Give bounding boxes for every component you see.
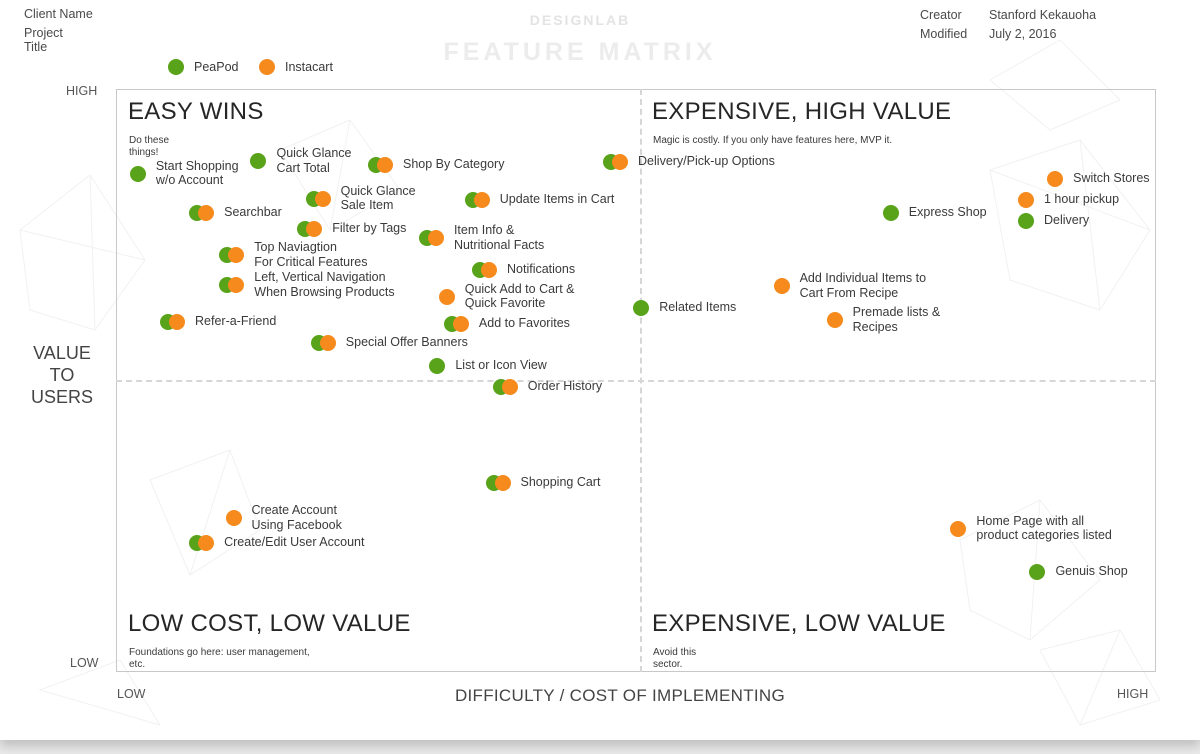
quadrant-expensive-low-value-title: EXPENSIVE, LOW VALUE bbox=[652, 610, 946, 637]
feature-point-peapod bbox=[1018, 213, 1034, 230]
brand-prefix: DESIGN bbox=[529, 12, 596, 28]
feature-point-peapod bbox=[633, 299, 650, 316]
feature-point-instacart bbox=[225, 510, 242, 527]
feature-point-peapod bbox=[129, 165, 146, 182]
feature-label: Shopping Cart bbox=[520, 474, 601, 489]
feature-point-instacart bbox=[306, 220, 323, 237]
x-axis-high-label: HIGH bbox=[1117, 687, 1149, 701]
feature-point-instacart bbox=[773, 278, 790, 295]
feature-label: Delivery bbox=[1044, 213, 1090, 228]
feature-label: Create/Edit User Account bbox=[224, 534, 365, 549]
feature-point-instacart bbox=[1047, 170, 1064, 187]
vertical-divider bbox=[640, 89, 642, 672]
feature-label: Special Offer Banners bbox=[345, 335, 468, 350]
feature-point-peapod bbox=[1029, 563, 1046, 580]
legend-peapod-dot bbox=[168, 59, 184, 75]
feature-label: Express Shop bbox=[908, 204, 987, 219]
creator-value: Stanford Kekauoha bbox=[989, 8, 1097, 22]
feature-point-instacart bbox=[473, 191, 490, 208]
feature-label: Searchbar bbox=[224, 204, 282, 219]
feature-point-instacart bbox=[169, 314, 185, 331]
y-axis-low-label: LOW bbox=[70, 656, 99, 670]
feature-label: Filter by Tags bbox=[332, 220, 407, 235]
feature-label: Related Items bbox=[659, 299, 737, 314]
x-axis-low-label: LOW bbox=[117, 687, 146, 701]
feature-point-instacart bbox=[198, 204, 215, 221]
quadrant-expensive-low-value-subtitle: Avoid this sector. bbox=[653, 647, 697, 670]
quadrant-expensive-high-value-subtitle: Magic is costly. If you only have featur… bbox=[653, 135, 893, 146]
feature-point-instacart bbox=[314, 190, 331, 207]
feature-point-instacart bbox=[612, 154, 629, 171]
feature-label: Quick Glance Cart Total bbox=[276, 146, 352, 175]
feature-point-instacart bbox=[452, 315, 469, 332]
brand-logo: DESIGNLAB bbox=[450, 12, 710, 28]
feature-point-instacart bbox=[427, 230, 444, 247]
feature-label: Home Page with all product categories li… bbox=[976, 513, 1112, 543]
feature-label: Top Naviagtion For Critical Features bbox=[254, 240, 368, 269]
legend-instacart-dot bbox=[259, 59, 275, 75]
feature-point-instacart bbox=[377, 156, 393, 173]
feature-label: 1 hour pickup bbox=[1044, 191, 1120, 206]
y-axis-title: VALUE TO USERS bbox=[30, 343, 93, 407]
quadrant-low-cost-low-value-subtitle: Foundations go here: user management, et… bbox=[129, 647, 310, 670]
matrix-title: FEATURE MATRIX bbox=[443, 38, 717, 66]
feature-label: Update Items in Cart bbox=[499, 191, 615, 206]
feature-point-instacart bbox=[501, 379, 518, 396]
feature-point-instacart bbox=[481, 261, 497, 278]
feature-point-instacart bbox=[494, 474, 511, 491]
feature-point-instacart bbox=[228, 277, 245, 294]
feature-point-peapod bbox=[250, 153, 267, 170]
legend-peapod-label: PeaPod bbox=[194, 60, 239, 74]
feature-label: Notifications bbox=[507, 261, 576, 276]
feature-label: Add Individual Items to Cart From Recipe bbox=[799, 271, 927, 300]
x-axis-title: DIFFICULTY / COST OF IMPLEMENTING bbox=[454, 686, 786, 705]
quadrant-expensive-high-value-title: EXPENSIVE, HIGH VALUE bbox=[652, 98, 952, 125]
project-title-label: Project Title bbox=[24, 26, 63, 54]
quadrant-easy-wins-subtitle: Do these things! bbox=[129, 135, 170, 158]
y-axis-high-label: HIGH bbox=[66, 84, 98, 98]
legend-instacart-label: Instacart bbox=[285, 60, 333, 74]
feature-point-instacart bbox=[1018, 191, 1034, 208]
feature-point-instacart bbox=[826, 312, 843, 329]
feature-label: Left, Vertical Navigation When Browsing … bbox=[254, 270, 395, 299]
quadrant-easy-wins-title: EASY WINS bbox=[128, 98, 264, 125]
feature-label: Item Info & Nutritional Facts bbox=[453, 223, 545, 252]
feature-point-instacart bbox=[950, 520, 967, 537]
modified-value: July 2, 2016 bbox=[989, 27, 1057, 41]
feature-label: Quick Add to Cart & Quick Favorite bbox=[464, 281, 575, 311]
quadrant-low-cost-low-value-title: LOW COST, LOW VALUE bbox=[128, 610, 411, 637]
feature-label: Genuis Shop bbox=[1055, 563, 1128, 578]
client-name-label: Client Name bbox=[24, 7, 93, 21]
feature-label: Shop By Category bbox=[403, 156, 505, 171]
brand-suffix: LAB bbox=[595, 12, 631, 28]
feature-point-instacart bbox=[228, 247, 245, 264]
feature-label: Quick Glance Sale Item bbox=[340, 183, 416, 213]
feature-label: Create Account Using Facebook bbox=[251, 503, 342, 532]
feature-point-instacart bbox=[438, 288, 455, 305]
feature-label: List or Icon View bbox=[455, 357, 547, 372]
feature-label: Premade lists & Recipes bbox=[852, 305, 941, 334]
feature-point-peapod bbox=[882, 204, 899, 221]
feature-label: Add to Favorites bbox=[478, 315, 570, 330]
feature-point-instacart bbox=[198, 534, 215, 551]
feature-point-instacart bbox=[319, 335, 336, 352]
feature-label: Refer-a-Friend bbox=[195, 314, 277, 329]
creator-label: Creator bbox=[920, 8, 962, 22]
horizontal-divider bbox=[116, 380, 1156, 382]
modified-label: Modified bbox=[920, 27, 968, 41]
feature-label: Start Shopping w/o Account bbox=[155, 158, 239, 188]
feature-label: Order History bbox=[527, 379, 603, 394]
feature-label: Delivery/Pick-up Options bbox=[638, 154, 775, 169]
feature-point-peapod bbox=[429, 357, 446, 374]
feature-label: Switch Stores bbox=[1073, 170, 1150, 185]
